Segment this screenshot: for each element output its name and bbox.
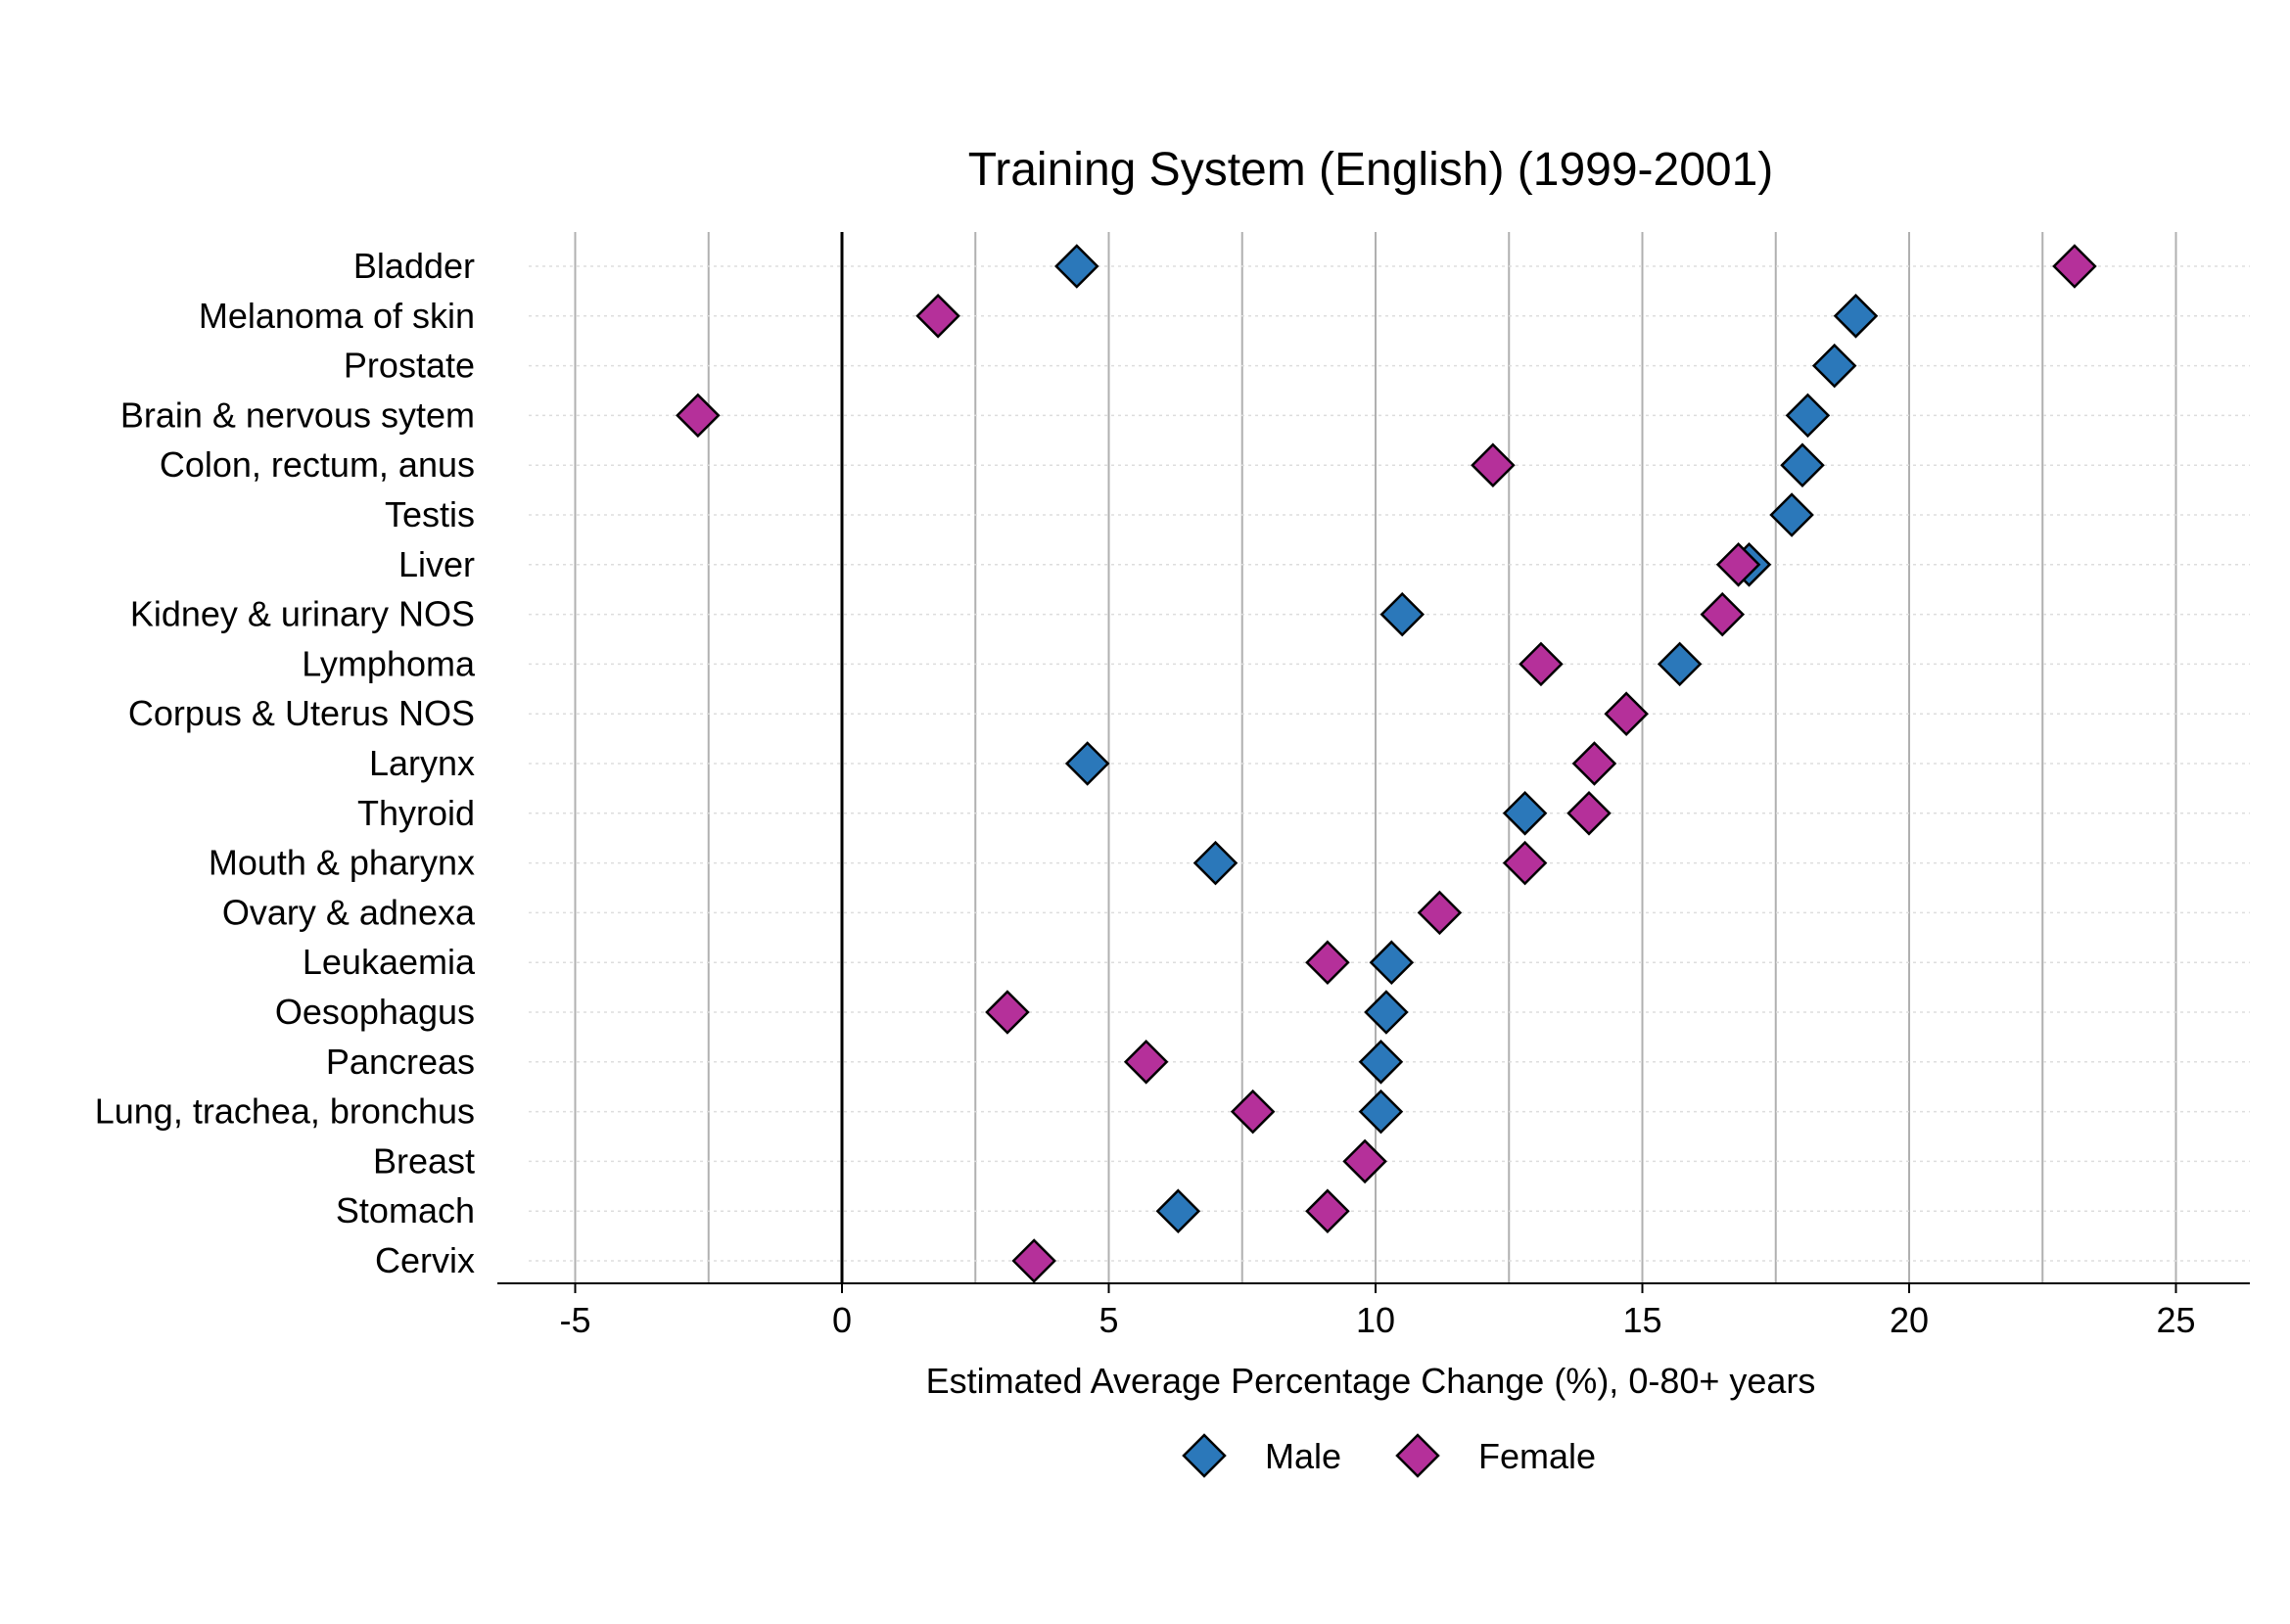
female-marker [1305,940,1350,985]
male-marker [1369,940,1415,985]
category-label: Pancreas [326,1042,475,1082]
female-marker [1604,691,1649,736]
female-marker [2052,244,2097,289]
male-marker [1502,791,1548,836]
female-marker [1715,542,1761,587]
x-tick-label: 10 [1356,1300,1395,1340]
male-marker [1769,492,1814,537]
male-marker [1780,442,1825,487]
category-label: Stomach [336,1190,475,1230]
male-marker [1833,294,1879,339]
male-marker [1064,741,1110,786]
legend-male-marker [1182,1433,1227,1478]
female-marker [1123,1040,1169,1085]
x-tick-label: 20 [1890,1300,1929,1340]
chart-title: Training System (English) (1999-2001) [968,144,1774,196]
category-label: Thyroid [357,793,475,833]
female-marker [1700,591,1746,637]
x-axis-title: Estimated Average Percentage Change (%),… [926,1361,1816,1401]
x-tick-label: -5 [559,1300,590,1340]
female-marker [676,393,721,439]
data-markers [676,244,2097,1283]
male-marker [1358,1040,1404,1085]
category-label: Corpus & Uterus NOS [128,693,475,733]
category-label: Lymphoma [302,643,476,683]
female-marker [1011,1238,1056,1283]
female-marker [915,294,960,339]
legend-male-label: Male [1265,1436,1341,1476]
male-marker [1657,641,1703,687]
category-label: Ovary & adnexa [222,892,476,932]
x-tick-label: 5 [1098,1300,1118,1340]
male-marker [1358,1089,1404,1135]
category-label: Melanoma of skin [199,296,475,336]
female-marker [1502,840,1548,886]
female-marker [985,990,1030,1035]
legend: Male Female [1182,1433,1596,1478]
female-marker [1417,890,1463,936]
category-label: Brain & nervous sytem [120,394,475,435]
category-label: Leukaemia [303,942,476,982]
category-label: Testis [385,494,475,534]
category-label: Colon, rectum, anus [160,444,475,485]
male-marker [1379,591,1425,637]
male-marker [1192,840,1238,886]
female-marker [1342,1138,1387,1184]
category-label: Liver [398,544,475,584]
category-label: Breast [373,1140,475,1181]
category-label: Oesophagus [275,992,475,1032]
category-label: Lung, trachea, bronchus [95,1091,475,1132]
x-tick-label: 15 [1622,1300,1661,1340]
female-marker [1571,741,1617,786]
female-marker [1566,791,1612,836]
x-tick-label: 25 [2156,1300,2195,1340]
category-labels: Bladder Melanoma of skin Prostate Brain & n… [95,246,476,1280]
female-marker [1305,1188,1350,1233]
category-label: Cervix [375,1240,475,1280]
male-marker [1155,1188,1201,1233]
male-marker [1811,343,1857,389]
category-label: Mouth & pharynx [209,843,475,883]
male-marker [1054,244,1099,289]
female-marker [1471,442,1516,487]
male-marker [1785,393,1831,439]
x-axis-ticks: -5 0 5 10 15 20 25 [559,1283,2196,1340]
category-label: Bladder [353,246,475,286]
female-marker [1519,641,1564,687]
legend-female-marker [1395,1433,1440,1478]
category-label: Larynx [369,743,475,783]
category-label: Kidney & urinary NOS [130,594,475,634]
category-label: Prostate [344,346,475,386]
category-guides [529,265,2250,1262]
male-marker [1364,990,1409,1035]
legend-female-label: Female [1478,1436,1596,1476]
x-tick-label: 0 [832,1300,852,1340]
female-marker [1230,1089,1276,1135]
